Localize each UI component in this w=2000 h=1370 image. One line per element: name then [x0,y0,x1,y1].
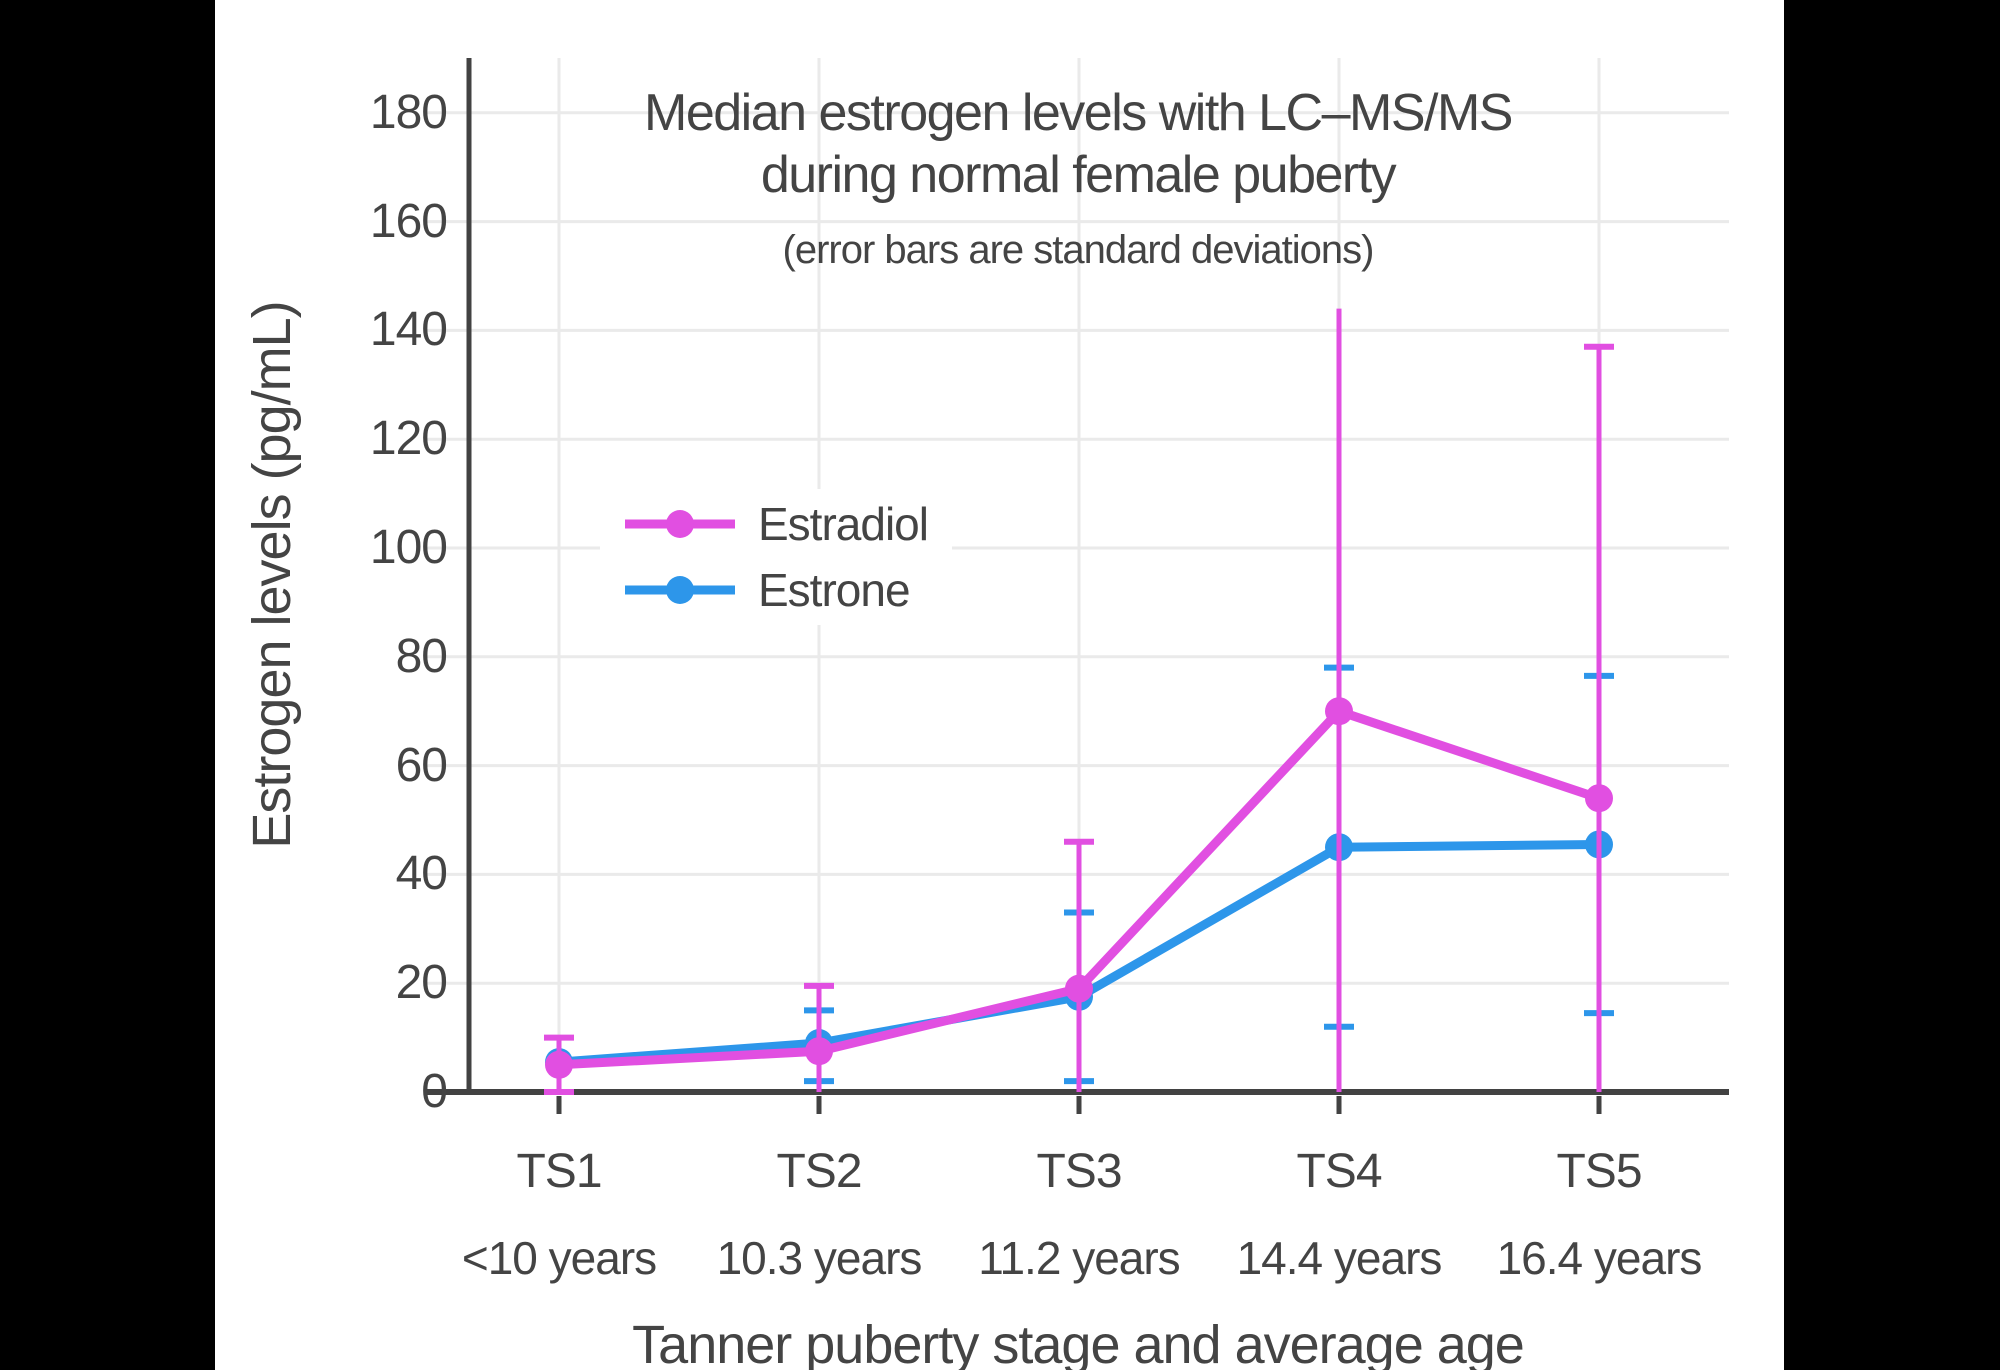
estradiol-point-TS1 [545,1050,573,1079]
y-tick-label-100: 100 [369,521,448,574]
x-age-label-TS5: 16.4 years [1496,1232,1703,1284]
y-tick-label-0: 0 [421,1065,448,1118]
chart-title-line1: Median estrogen levels with LC–MS/MS [644,84,1513,142]
x-axis-title: Tanner puberty stage and average age [632,1315,1525,1370]
chart-canvas [215,0,1784,1370]
estradiol-point-TS4 [1325,697,1353,726]
legend-item-estrone: Estrone [622,557,928,623]
y-tick-label-160: 160 [369,194,448,248]
legend: Estradiol Estrone [600,489,952,625]
y-tick-label-140: 140 [369,303,448,357]
x-age-label-TS2: 10.3 years [716,1232,923,1284]
y-tick-label-40: 40 [395,847,448,901]
x-age-label-TS4: 14.4 years [1236,1232,1443,1284]
x-tick-label-TS5: TS5 [1556,1145,1642,1198]
estradiol-point-TS3 [1065,974,1093,1003]
y-tick-label-60: 60 [395,738,448,792]
chart-title-line2: during normal female puberty [760,146,1397,204]
chart-title: Median estrogen levels with LC–MS/MS dur… [427,82,1729,206]
y-axis-title-text: Estrogen levels (pg/mL) [242,301,302,849]
estrone-swatch-icon [625,576,735,604]
letterbox-left [0,0,215,1370]
legend-label-estradiol: Estradiol [758,498,929,550]
legend-label-estrone: Estrone [758,564,911,616]
legend-item-estradiol: Estradiol [622,491,929,557]
y-tick-label-180: 180 [369,85,448,139]
estradiol-point-TS2 [805,1037,833,1066]
chart-subtitle: (error bars are standard deviations) [782,228,1375,272]
y-tick-label-80: 80 [395,629,448,683]
estradiol-point-TS5 [1585,784,1613,813]
x-age-label-TS3: 11.2 years [978,1232,1180,1284]
x-tick-label-TS4: TS4 [1296,1145,1382,1198]
x-tick-label-TS3: TS3 [1036,1145,1122,1198]
x-tick-label-TS1: TS1 [516,1145,602,1198]
y-tick-label-20: 20 [395,956,448,1010]
letterbox-right [1784,0,2000,1370]
x-tick-label-TS2: TS2 [776,1145,862,1198]
x-age-label-TS1: <10 years [461,1232,657,1284]
y-tick-label-120: 120 [369,412,448,466]
estradiol-swatch-icon [625,510,735,538]
